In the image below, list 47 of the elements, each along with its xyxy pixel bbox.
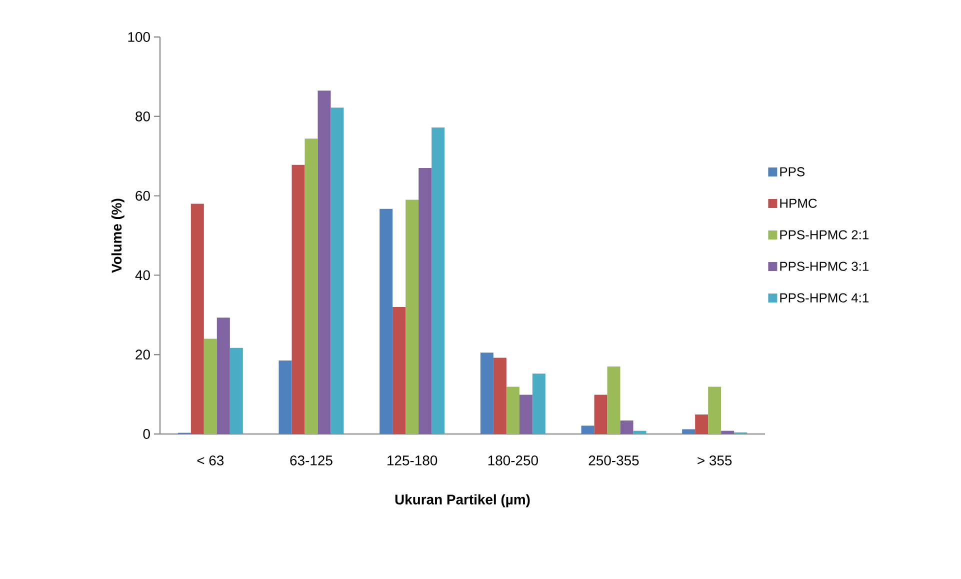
legend-label: PPS-HPMC 2:1 xyxy=(780,230,869,240)
legend-label: HPMC xyxy=(780,198,817,208)
bar xyxy=(230,348,243,434)
bar xyxy=(708,386,722,434)
bar xyxy=(519,394,532,434)
bar xyxy=(532,374,546,434)
bar xyxy=(633,430,646,434)
bar xyxy=(392,306,406,434)
bar xyxy=(190,204,204,434)
bar xyxy=(216,318,230,434)
bar xyxy=(380,208,393,434)
x-tick-label: 250-355 xyxy=(588,456,639,466)
y-tick-label: 100 xyxy=(128,32,150,42)
x-tick-label: < 63 xyxy=(197,456,224,466)
y-tick-label: 20 xyxy=(136,350,150,360)
bar xyxy=(292,164,305,434)
bar xyxy=(506,386,520,434)
bar xyxy=(721,430,734,434)
bar xyxy=(318,90,331,434)
x-tick-label: 125-180 xyxy=(388,456,438,466)
y-tick-label: 60 xyxy=(136,190,150,201)
y-tick-label: 40 xyxy=(135,270,150,280)
bar xyxy=(620,420,634,434)
y-tick-label: 0 xyxy=(143,429,150,439)
bar xyxy=(278,360,292,434)
x-axis-title: Ukuran Partikel (µm) xyxy=(395,494,530,508)
x-tick-label: 180-250 xyxy=(488,456,538,466)
y-tick-label: 80 xyxy=(136,111,150,122)
x-tick-label: 63-125 xyxy=(290,456,332,466)
bar xyxy=(493,358,506,434)
bar xyxy=(330,108,344,434)
legend-label: PPS xyxy=(780,167,805,176)
bar xyxy=(607,366,620,434)
legend-label: PPS-HPMC 3:1 xyxy=(780,262,869,271)
bar xyxy=(304,138,318,434)
bar xyxy=(204,338,217,434)
bar xyxy=(406,200,419,434)
x-tick-label: > 355 xyxy=(698,456,732,466)
bar xyxy=(480,352,494,434)
bar xyxy=(594,394,608,434)
y-axis-title: Volume (%) xyxy=(111,198,124,273)
bar xyxy=(432,128,445,434)
bar xyxy=(682,429,696,434)
legend-label: PPS-HPMC 4:1 xyxy=(780,293,869,302)
bar xyxy=(581,426,594,434)
bar xyxy=(418,168,432,434)
bar xyxy=(695,414,708,434)
